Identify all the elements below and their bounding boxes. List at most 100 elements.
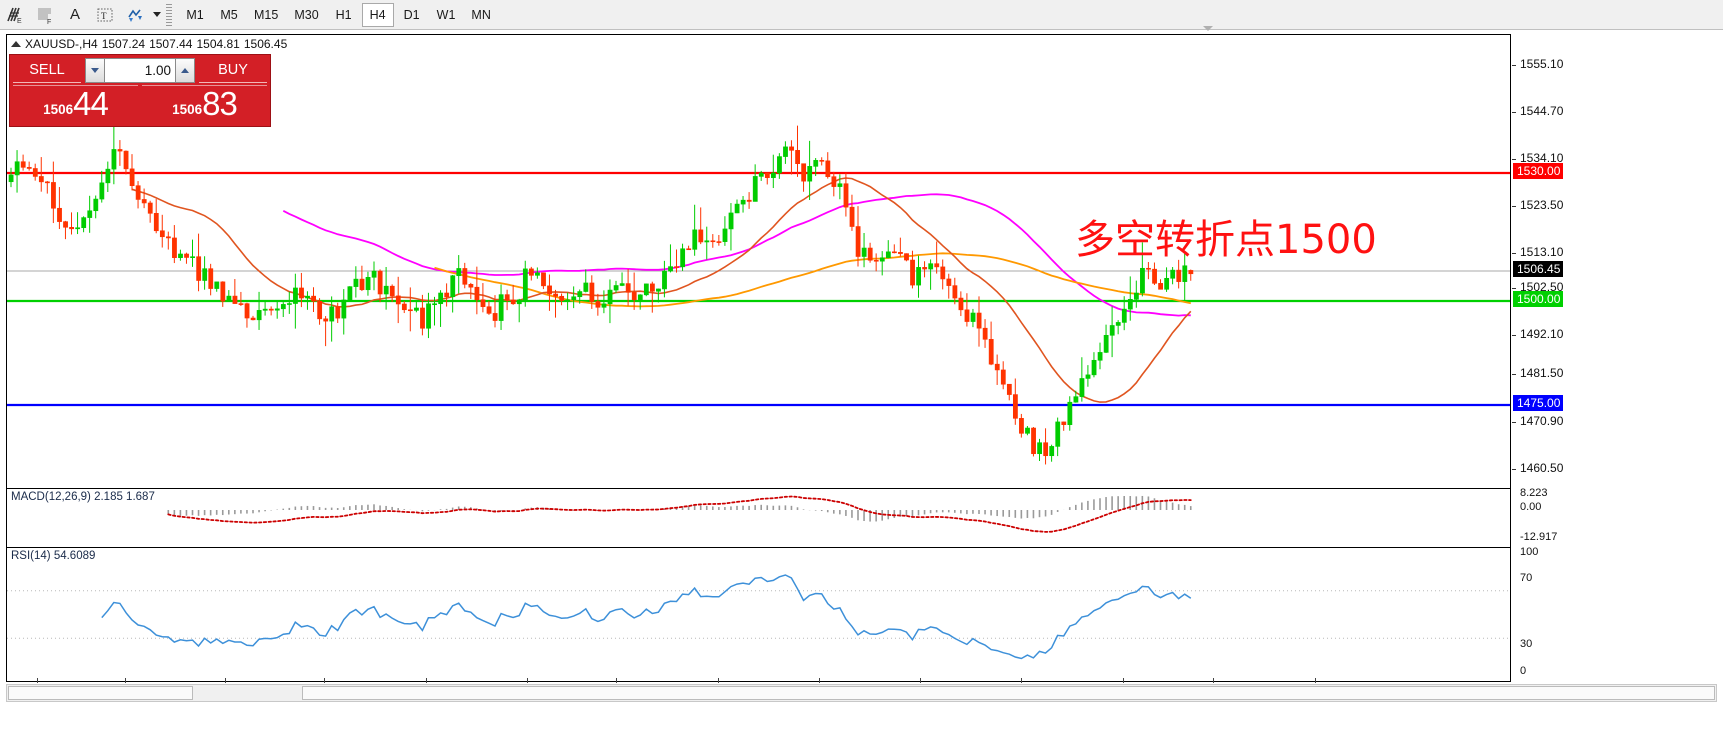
candle (123, 150, 129, 175)
price-axis-label: 1492.10 (1520, 327, 1564, 341)
candle (99, 170, 105, 203)
MA-red (131, 177, 1192, 403)
candle (1146, 262, 1151, 280)
toolbar-grip[interactable] (166, 3, 172, 26)
trade-panel-controls: SELL 1.00 BUY (10, 55, 270, 85)
candle (1188, 269, 1194, 281)
date-tick (125, 678, 126, 683)
timeframe-d1[interactable]: D1 (403, 7, 420, 22)
candle (75, 212, 81, 235)
scroll-thumb-right[interactable] (302, 686, 1715, 700)
one-click-trading-panel[interactable]: SELL 1.00 BUY 1506 44 1506 83 (9, 54, 271, 127)
candle (946, 273, 952, 299)
volume-decrease-button[interactable] (85, 57, 105, 83)
date-tick (1021, 678, 1022, 683)
chart-annotation-text[interactable]: 多空转折点1500 (1075, 217, 1377, 263)
candle (341, 289, 347, 335)
rsi-pane[interactable]: RSI(14) 54.6089 (7, 547, 1510, 682)
candle (401, 301, 407, 314)
timeframe-m30[interactable]: M30 (294, 7, 319, 22)
candle (389, 284, 395, 303)
candle (383, 267, 389, 310)
candle (238, 291, 244, 306)
price-level-tag[interactable]: 1506.45 (1513, 261, 1564, 277)
candle (680, 243, 686, 271)
price-level-tag[interactable]: 1500.00 (1513, 291, 1564, 307)
timeframe-mn[interactable]: MN (471, 7, 491, 22)
candle (1067, 396, 1073, 431)
rsi-line (101, 574, 1192, 660)
candle (619, 272, 625, 287)
chart-context-caret-icon[interactable] (1203, 26, 1213, 31)
candle (184, 252, 189, 264)
candle (498, 284, 504, 330)
candle (69, 212, 74, 235)
status-bar (0, 704, 1723, 754)
candle (14, 150, 20, 193)
sell-price[interactable]: 1506 44 (13, 85, 138, 122)
volume-input[interactable]: 1.00 (105, 57, 175, 83)
objects-icon[interactable] (120, 1, 150, 29)
candle (135, 181, 141, 209)
candle (734, 199, 740, 214)
buy-button[interactable]: BUY (199, 58, 267, 83)
candle (1164, 267, 1170, 292)
price-axis[interactable]: 1555.10 1544.70 1534.10 1523.50 1513.10 1502.… (1512, 34, 1717, 682)
candle (1025, 426, 1030, 436)
candle (607, 279, 613, 324)
objects-dropdown-icon[interactable] (150, 1, 164, 29)
candle (395, 276, 401, 324)
candle (1152, 262, 1157, 285)
indicators-icon[interactable]: E (0, 1, 30, 29)
candle (674, 249, 679, 273)
sell-button[interactable]: SELL (13, 58, 81, 83)
horizontal-scrollbar[interactable] (6, 684, 1717, 702)
scroll-track[interactable] (195, 686, 300, 700)
chart-window[interactable]: XAUUSD-,H4 1507.24 1507.44 1504.81 1506.… (6, 34, 1511, 683)
timeframe-w1[interactable]: W1 (436, 7, 456, 22)
candle (589, 275, 595, 309)
candle (885, 240, 891, 259)
candle (1103, 324, 1109, 354)
text-label-icon[interactable]: T (90, 1, 120, 29)
candle (783, 141, 788, 164)
candle (649, 281, 655, 313)
timeframe-m5[interactable]: M5 (220, 7, 238, 22)
date-tick (1315, 678, 1316, 683)
candle (1170, 267, 1176, 285)
candle (922, 261, 928, 278)
buy-price[interactable]: 1506 83 (142, 85, 267, 122)
axis-tick (1512, 253, 1516, 254)
candle (329, 296, 335, 342)
symbol-header: XAUUSD-,H4 1507.24 1507.44 1504.81 1506.… (7, 35, 287, 53)
collapse-triangle-icon[interactable] (11, 41, 21, 47)
candle (595, 293, 601, 316)
timeframe-m15[interactable]: M15 (254, 7, 279, 22)
candle (365, 271, 371, 296)
timeframe-h1[interactable]: H1 (335, 7, 352, 22)
candle (758, 170, 764, 181)
text-tool-icon[interactable]: A (69, 6, 80, 23)
price-level-tag[interactable]: 1475.00 (1513, 395, 1564, 411)
candle (293, 273, 298, 329)
candle (692, 204, 698, 256)
candle (873, 253, 879, 272)
candle (934, 241, 940, 274)
volume-stepper[interactable]: 1.00 (85, 57, 195, 83)
candle (704, 226, 710, 260)
timeframe-m1[interactable]: M1 (186, 7, 204, 22)
candle (613, 280, 619, 294)
axis-tick (1512, 335, 1516, 336)
scroll-thumb-left[interactable] (8, 686, 193, 700)
candle (988, 321, 994, 366)
grid-template-icon[interactable]: F (30, 1, 60, 29)
price-pane[interactable] (7, 35, 1510, 487)
candle (807, 140, 813, 201)
candle (44, 180, 50, 194)
volume-increase-button[interactable] (175, 57, 195, 83)
timeframe-h4[interactable]: H4 (361, 2, 394, 27)
candle (831, 171, 837, 197)
candle (898, 237, 903, 257)
price-level-tag[interactable]: 1530.00 (1513, 163, 1564, 179)
macd-pane[interactable]: MACD(12,26,9) 2.185 1.687 (7, 488, 1510, 546)
